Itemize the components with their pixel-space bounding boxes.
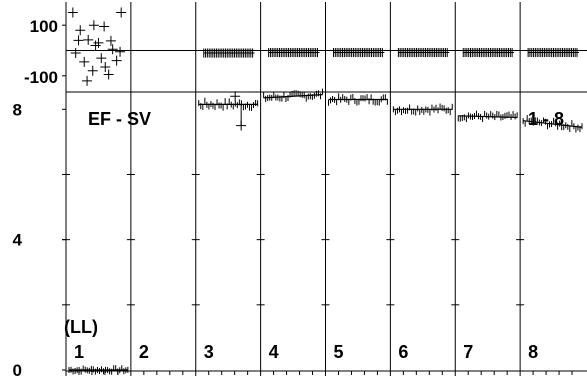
bottom-segment-4 bbox=[263, 88, 323, 103]
bottom-y-tick-label: 0 bbox=[13, 361, 22, 379]
segment-range-annotation: 1 - 8 bbox=[528, 109, 564, 129]
top-point bbox=[67, 7, 78, 18]
bottom-trend-line bbox=[458, 115, 518, 119]
top-point bbox=[79, 56, 90, 67]
top-segment-4 bbox=[268, 47, 320, 58]
segment-label: 5 bbox=[334, 342, 344, 362]
top-segment-6 bbox=[397, 47, 450, 58]
bottom-trend-line bbox=[523, 120, 583, 128]
top-y-tick-label: 100 bbox=[30, 17, 58, 36]
top-point bbox=[99, 21, 110, 32]
segment-label: 3 bbox=[204, 342, 214, 362]
bottom-y-tick-label: 4 bbox=[13, 231, 23, 250]
top-point bbox=[116, 7, 127, 18]
bottom-segment-1 bbox=[68, 365, 129, 375]
top-point bbox=[93, 37, 104, 48]
bottom-trend-line bbox=[263, 94, 323, 99]
top-point bbox=[73, 35, 84, 46]
top-point bbox=[75, 25, 86, 36]
segment-label: 7 bbox=[463, 342, 473, 362]
top-point bbox=[96, 53, 107, 64]
segment-label: 8 bbox=[528, 342, 538, 362]
bottom-outlier-point bbox=[236, 120, 247, 131]
bottom-outlier-point bbox=[230, 91, 241, 102]
bottom-y-tick-label: 8 bbox=[13, 100, 22, 119]
top-segment-8 bbox=[527, 47, 579, 58]
top-point bbox=[83, 34, 94, 45]
top-point bbox=[105, 35, 116, 46]
segment-label: 6 bbox=[398, 342, 408, 362]
bottom-segment-3 bbox=[198, 91, 259, 131]
top-point bbox=[100, 61, 111, 72]
top-segment-7 bbox=[462, 47, 515, 58]
top-y-tick-label: -100 bbox=[24, 68, 58, 87]
top-point bbox=[111, 55, 122, 66]
top-point bbox=[107, 44, 118, 55]
top-point bbox=[115, 46, 126, 57]
top-point bbox=[90, 40, 101, 51]
segment-label: 2 bbox=[139, 342, 149, 362]
first-segment-qualifier: (LL) bbox=[64, 317, 98, 337]
top-point bbox=[103, 69, 114, 80]
top-point bbox=[70, 48, 81, 59]
bottom-segment-8 bbox=[522, 115, 583, 133]
top-point bbox=[82, 75, 93, 86]
top-point bbox=[87, 65, 98, 76]
top-segment-1 bbox=[67, 7, 127, 86]
segment-label: 1 bbox=[74, 342, 84, 362]
top-segment-5 bbox=[333, 47, 385, 58]
bottom-segment-6 bbox=[392, 103, 453, 116]
chart-title: EF - SV bbox=[88, 109, 151, 129]
top-segment-3 bbox=[203, 48, 255, 58]
top-point bbox=[88, 20, 99, 31]
bottom-segment-5 bbox=[328, 93, 388, 106]
bottom-segment-7 bbox=[457, 110, 518, 123]
segment-label: 4 bbox=[269, 342, 279, 362]
